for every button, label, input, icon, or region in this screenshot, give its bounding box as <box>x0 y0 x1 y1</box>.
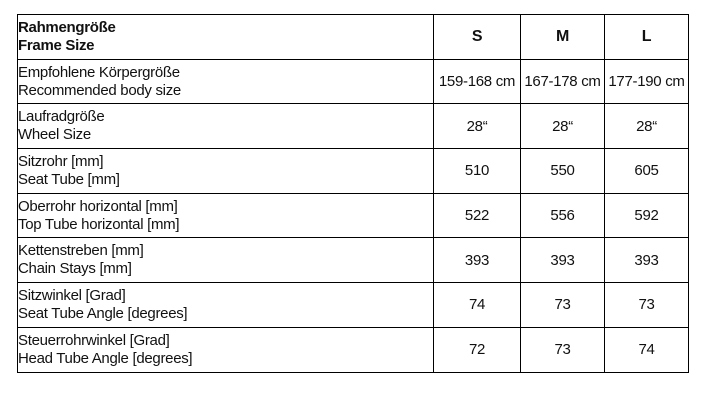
row-label-cell: Steuerrohrwinkel [Grad] Head Tube Angle … <box>17 326 434 373</box>
table-row-top-tube: Oberrohr horizontal [mm] Top Tube horizo… <box>17 192 689 239</box>
cell-chain-stays-m: 393 <box>520 237 605 284</box>
row-label-cell: Kettenstreben [mm] Chain Stays [mm] <box>17 237 434 284</box>
cell-top-tube-m: 556 <box>520 192 605 239</box>
row-label-de: Laufradgröße <box>18 108 105 126</box>
cell-wheel-size-m: 28“ <box>520 103 605 150</box>
frame-size-table: Rahmengröße Frame Size S M L Empfohlene … <box>17 14 689 373</box>
cell-seat-tube-l: 605 <box>604 148 689 194</box>
cell-wheel-size-s: 28“ <box>433 103 521 150</box>
row-label-de: Sitzwinkel [Grad] <box>18 286 126 304</box>
cell-chain-stays-s: 393 <box>433 237 521 284</box>
row-label-de: Steuerrohrwinkel [Grad] <box>18 331 170 349</box>
cell-seat-angle-s: 74 <box>433 282 521 328</box>
row-label-cell: Laufradgröße Wheel Size <box>17 103 434 150</box>
table-header-row: Rahmengröße Frame Size S M L <box>17 14 689 60</box>
table-row-seat-tube: Sitzrohr [mm] Seat Tube [mm] 510 550 605 <box>17 148 689 194</box>
column-header-m: M <box>520 14 605 60</box>
column-header-l: L <box>604 14 689 60</box>
row-label-en: Chain Stays [mm] <box>18 260 132 278</box>
cell-head-angle-l: 74 <box>604 326 689 373</box>
header-label-cell: Rahmengröße Frame Size <box>17 14 434 60</box>
cell-body-size-l: 177-190 cm <box>604 58 689 105</box>
cell-body-size-m: 167-178 cm <box>520 58 605 105</box>
row-label-en: Seat Tube Angle [degrees] <box>18 304 188 322</box>
cell-head-angle-s: 72 <box>433 326 521 373</box>
cell-body-size-s: 159-168 cm <box>433 58 521 105</box>
row-label-cell: Sitzwinkel [Grad] Seat Tube Angle [degre… <box>17 282 434 328</box>
row-label-cell: Sitzrohr [mm] Seat Tube [mm] <box>17 148 434 194</box>
row-label-de: Empfohlene Körpergröße <box>18 63 180 81</box>
table-row-head-tube-angle: Steuerrohrwinkel [Grad] Head Tube Angle … <box>17 326 689 373</box>
table-row-seat-tube-angle: Sitzwinkel [Grad] Seat Tube Angle [degre… <box>17 282 689 328</box>
row-label-cell: Oberrohr horizontal [mm] Top Tube horizo… <box>17 192 434 239</box>
header-label-de: Rahmengröße <box>18 18 116 36</box>
row-label-en: Wheel Size <box>18 126 91 144</box>
row-label-de: Kettenstreben [mm] <box>18 242 144 260</box>
header-label-en: Frame Size <box>18 36 95 54</box>
cell-top-tube-l: 592 <box>604 192 689 239</box>
table-row-wheel-size: Laufradgröße Wheel Size 28“ 28“ 28“ <box>17 103 689 150</box>
row-label-en: Seat Tube [mm] <box>18 170 120 188</box>
cell-top-tube-s: 522 <box>433 192 521 239</box>
row-label-de: Oberrohr horizontal [mm] <box>18 197 178 215</box>
cell-wheel-size-l: 28“ <box>604 103 689 150</box>
row-label-en: Top Tube horizontal [mm] <box>18 215 180 233</box>
table-row-body-size: Empfohlene Körpergröße Recommended body … <box>17 58 689 105</box>
column-header-s: S <box>433 14 521 60</box>
table-row-chain-stays: Kettenstreben [mm] Chain Stays [mm] 393 … <box>17 237 689 284</box>
row-label-cell: Empfohlene Körpergröße Recommended body … <box>17 58 434 105</box>
row-label-en: Head Tube Angle [degrees] <box>18 349 193 367</box>
row-label-en: Recommended body size <box>18 81 181 99</box>
cell-seat-tube-m: 550 <box>520 148 605 194</box>
cell-seat-angle-m: 73 <box>520 282 605 328</box>
row-label-de: Sitzrohr [mm] <box>18 152 104 170</box>
cell-seat-angle-l: 73 <box>604 282 689 328</box>
cell-chain-stays-l: 393 <box>604 237 689 284</box>
cell-seat-tube-s: 510 <box>433 148 521 194</box>
cell-head-angle-m: 73 <box>520 326 605 373</box>
